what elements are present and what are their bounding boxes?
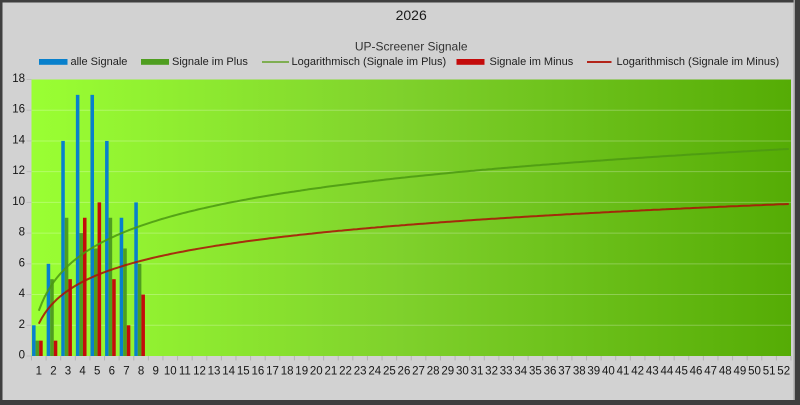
svg-text:14: 14 — [222, 366, 235, 378]
svg-text:41: 41 — [617, 366, 630, 378]
svg-text:49: 49 — [733, 366, 746, 378]
svg-text:10: 10 — [12, 196, 25, 208]
svg-text:16: 16 — [251, 366, 264, 378]
svg-text:20: 20 — [310, 366, 323, 378]
svg-text:2: 2 — [19, 319, 25, 331]
svg-text:14: 14 — [12, 134, 25, 146]
svg-text:4: 4 — [79, 366, 86, 378]
svg-text:5: 5 — [94, 366, 100, 378]
svg-text:33: 33 — [500, 366, 513, 378]
svg-text:18: 18 — [12, 73, 25, 85]
svg-text:8: 8 — [138, 366, 144, 378]
svg-text:37: 37 — [558, 366, 571, 378]
svg-text:18: 18 — [281, 366, 294, 378]
svg-text:34: 34 — [514, 366, 527, 378]
svg-text:19: 19 — [295, 366, 308, 378]
svg-text:9: 9 — [152, 366, 158, 378]
svg-text:47: 47 — [704, 366, 717, 378]
svg-text:27: 27 — [412, 366, 425, 378]
svg-text:8: 8 — [19, 227, 25, 239]
svg-text:4: 4 — [19, 288, 26, 300]
svg-text:0: 0 — [19, 350, 25, 362]
svg-text:2: 2 — [50, 366, 56, 378]
svg-text:48: 48 — [719, 366, 732, 378]
svg-text:30: 30 — [456, 366, 469, 378]
svg-text:10: 10 — [164, 366, 177, 378]
svg-text:38: 38 — [573, 366, 586, 378]
svg-text:32: 32 — [485, 366, 498, 378]
svg-text:1: 1 — [36, 366, 42, 378]
svg-text:50: 50 — [748, 366, 761, 378]
svg-text:Logarithmisch (Signale im Minu: Logarithmisch (Signale im Minus) — [617, 56, 780, 68]
svg-text:25: 25 — [383, 366, 396, 378]
svg-text:24: 24 — [368, 366, 381, 378]
svg-text:6: 6 — [109, 366, 115, 378]
svg-text:Signale im Plus: Signale im Plus — [172, 56, 248, 68]
svg-text:6: 6 — [19, 257, 25, 269]
svg-text:43: 43 — [646, 366, 659, 378]
svg-text:29: 29 — [441, 366, 454, 378]
svg-text:16: 16 — [12, 104, 25, 116]
svg-text:44: 44 — [660, 366, 673, 378]
svg-text:28: 28 — [427, 366, 440, 378]
svg-text:3: 3 — [65, 366, 71, 378]
svg-text:36: 36 — [544, 366, 557, 378]
svg-text:2026: 2026 — [396, 7, 427, 23]
svg-text:23: 23 — [354, 366, 367, 378]
svg-text:45: 45 — [675, 366, 688, 378]
svg-text:11: 11 — [179, 366, 191, 378]
svg-text:31: 31 — [471, 366, 484, 378]
svg-text:22: 22 — [339, 366, 352, 378]
svg-text:Logarithmisch (Signale im Plus: Logarithmisch (Signale im Plus) — [292, 56, 447, 68]
svg-text:7: 7 — [123, 366, 129, 378]
svg-text:Signale im Minus: Signale im Minus — [490, 56, 574, 68]
svg-text:26: 26 — [398, 366, 411, 378]
svg-text:UP-Screener Signale: UP-Screener Signale — [355, 40, 468, 54]
svg-text:52: 52 — [777, 366, 790, 378]
svg-text:42: 42 — [631, 366, 644, 378]
svg-text:13: 13 — [208, 366, 221, 378]
svg-text:12: 12 — [193, 366, 206, 378]
svg-text:alle Signale: alle Signale — [71, 56, 128, 68]
svg-text:35: 35 — [529, 366, 542, 378]
svg-text:17: 17 — [266, 366, 279, 378]
svg-text:12: 12 — [12, 165, 25, 177]
svg-text:15: 15 — [237, 366, 250, 378]
svg-text:40: 40 — [602, 366, 615, 378]
svg-text:46: 46 — [690, 366, 703, 378]
svg-text:39: 39 — [587, 366, 600, 378]
svg-text:21: 21 — [325, 366, 338, 378]
svg-text:51: 51 — [763, 366, 776, 378]
